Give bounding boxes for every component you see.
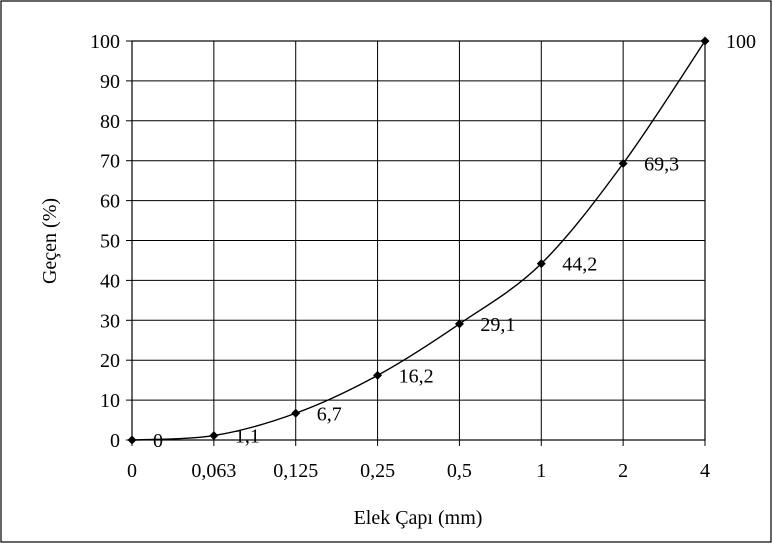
plot-area <box>131 40 706 441</box>
y-tick-label: 0 <box>110 430 120 452</box>
data-label: 6,7 <box>317 403 342 425</box>
x-tick-label: 1 <box>536 460 546 482</box>
x-tick-label: 4 <box>700 460 710 482</box>
data-point-marker <box>127 435 137 445</box>
series-markers <box>127 36 710 445</box>
data-point-marker <box>618 158 628 168</box>
x-tick-label: 2 <box>618 460 628 482</box>
data-label: 69,3 <box>644 153 679 175</box>
data-point-marker <box>209 431 219 441</box>
y-tick-label: 80 <box>100 111 120 133</box>
x-tick-label: 0,125 <box>273 460 318 482</box>
y-tick-label: 70 <box>100 151 120 173</box>
y-axis-title: Geçen (%) <box>39 198 61 284</box>
data-label: 100 <box>726 31 756 53</box>
data-label: 44,2 <box>562 254 597 276</box>
data-label: 1,1 <box>235 426 260 448</box>
y-tick-label: 10 <box>100 390 120 412</box>
y-tick-label: 100 <box>90 31 120 53</box>
x-tick-label: 0 <box>127 460 137 482</box>
data-point-marker <box>291 408 301 418</box>
data-point-marker <box>373 370 383 380</box>
x-tick-label: 0,5 <box>447 460 472 482</box>
y-tick-label: 60 <box>100 191 120 213</box>
data-point-marker <box>700 36 710 46</box>
y-tick-label: 90 <box>100 71 120 93</box>
data-label: 16,2 <box>399 365 434 387</box>
y-tick-label: 50 <box>100 231 120 253</box>
y-tick-label: 30 <box>100 310 120 332</box>
grid <box>126 40 706 446</box>
data-point-marker <box>454 319 464 329</box>
x-tick-label: 0,063 <box>191 460 236 482</box>
data-label: 0 <box>153 430 163 452</box>
data-labels: 0 1,1 6,7 16,2 29,1 44,2 69,3 100 <box>153 31 756 452</box>
y-tick-label: 40 <box>100 270 120 292</box>
data-label: 29,1 <box>480 314 515 336</box>
x-tick-label: 0,25 <box>360 460 395 482</box>
data-point-marker <box>536 259 546 269</box>
x-axis-title: Elek Çapı (mm) <box>354 507 483 529</box>
y-tick-label: 20 <box>100 350 120 372</box>
